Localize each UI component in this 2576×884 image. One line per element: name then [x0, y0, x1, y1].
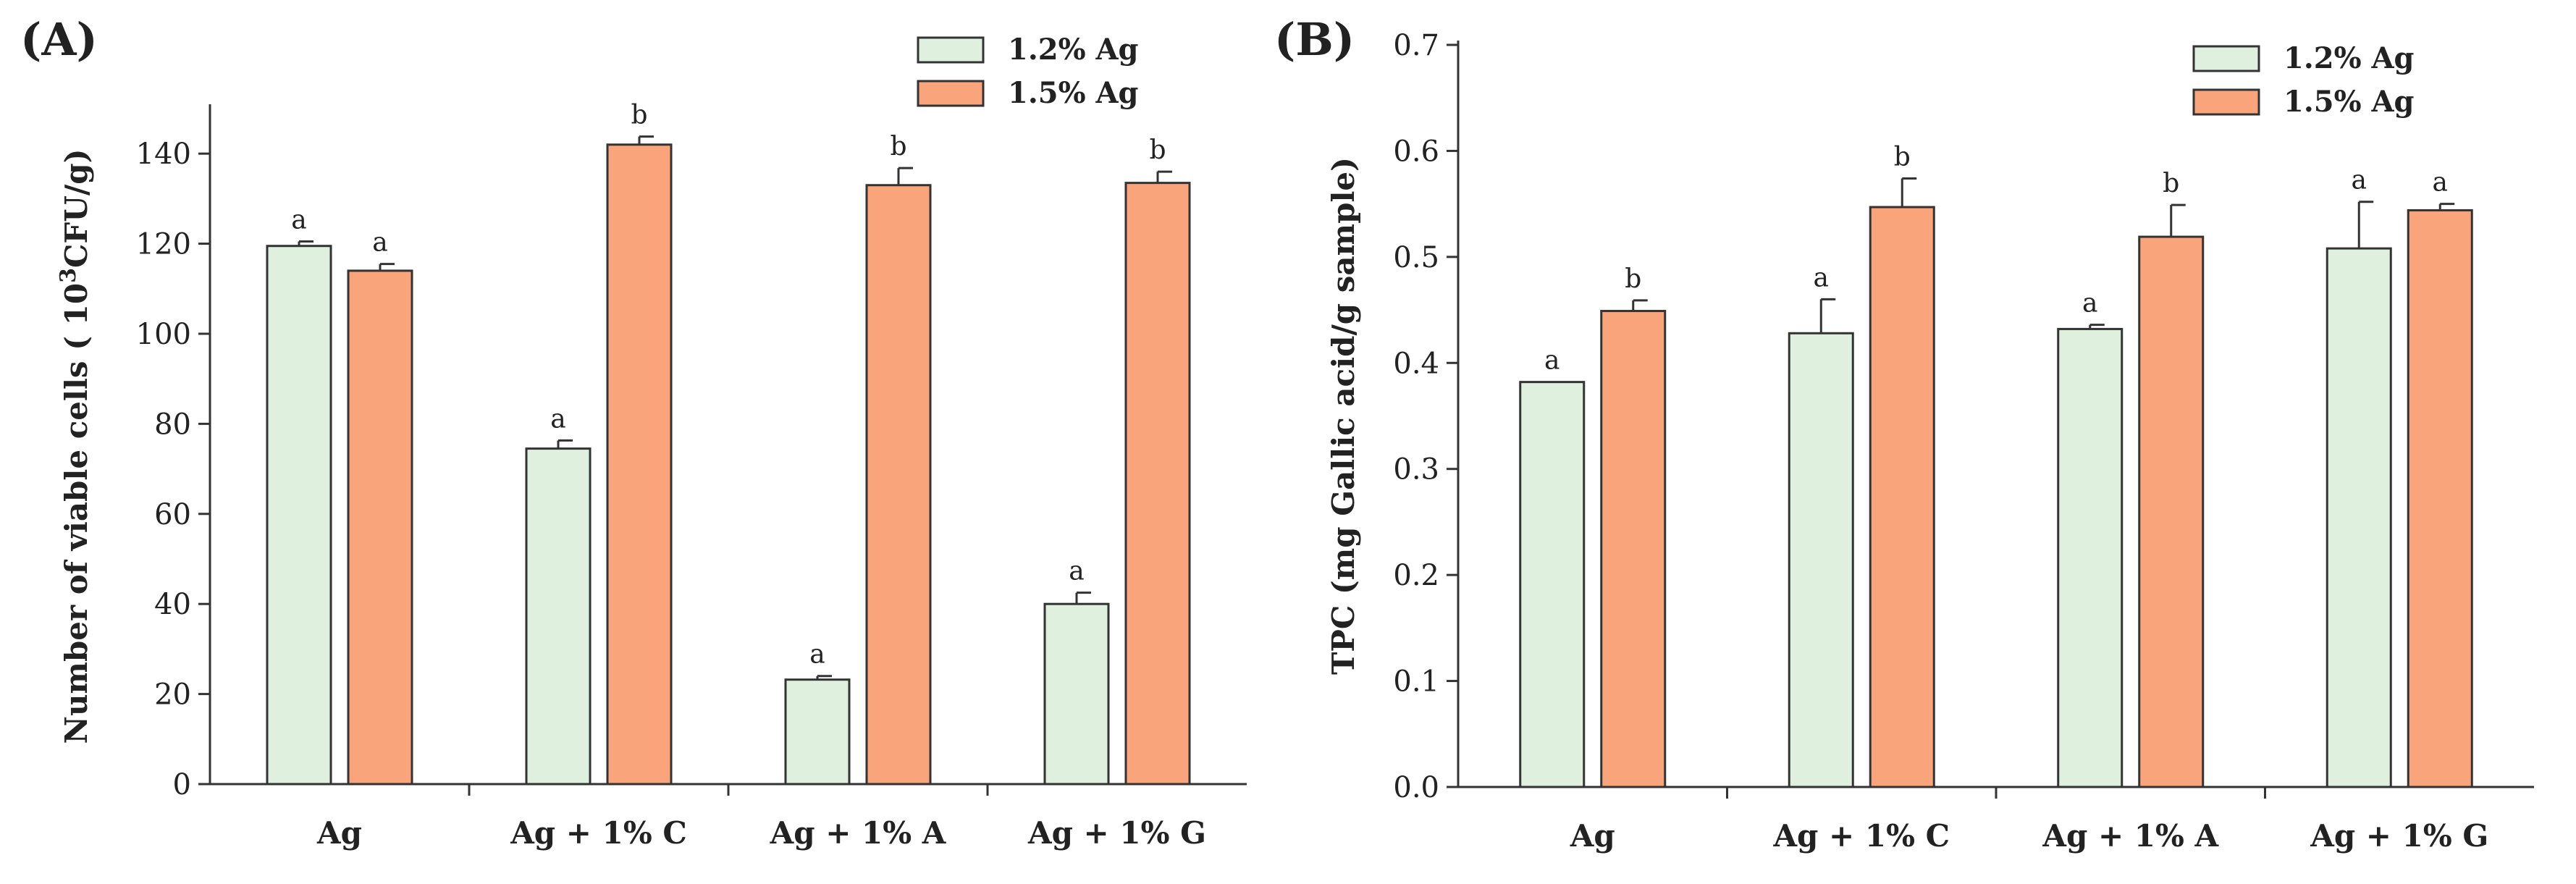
- chart-b-bar: [2057, 327, 2123, 788]
- chart-a-legend-swatch: [917, 80, 985, 107]
- chart-b-significance-letter: a: [2352, 166, 2367, 195]
- chart-panel-a: (A) 0 20 40 60 80 100 120 140 Ag Ag + 1% C Ag + 1%…: [0, 0, 1274, 884]
- chart-a-legend-swatch: [917, 36, 985, 64]
- chart-b-ytick-label: 0.5: [1393, 241, 1439, 274]
- chart-b-significance-letter: b: [1894, 143, 1911, 172]
- chart-a-y-axis-label: Number of viable cells ( 103CFU/g): [56, 149, 94, 744]
- chart-a-legend-label: 1.2% Ag: [1008, 33, 1139, 67]
- chart-b-ytick-label: 0.6: [1393, 135, 1439, 168]
- chart-b-y-axis-label: TPC (mg Gallic acid/g sample): [1326, 157, 1361, 675]
- chart-a-ytick-label: 120: [136, 228, 191, 261]
- chart-a-significance-letter: b: [1149, 135, 1166, 165]
- panel-b-label: (B): [1274, 13, 1355, 66]
- chart-b-bar: [2325, 247, 2392, 788]
- chart-a-legend-label: 1.5% Ag: [1008, 76, 1139, 110]
- chart-b-legend-label: 1.5% Ag: [2284, 85, 2415, 119]
- chart-a-ytick-label: 40: [154, 588, 191, 621]
- chart-a-significance-letter: a: [1069, 557, 1084, 586]
- chart-b-significance-letter: a: [1814, 263, 1829, 292]
- chart-panel-b: (B) 0.0 0.1 0.2 0.3 0.4 0.5 0.6 0.7 Ag Ag + 1% C A…: [1274, 0, 2576, 884]
- chart-a-svg: 0 20 40 60 80 100 120 140 Ag Ag + 1% C Ag + 1% A Ag…: [56, 33, 1247, 851]
- chart-b-significance-letter: b: [1625, 264, 1641, 294]
- chart-a-bar: [606, 143, 673, 786]
- chart-a-y-label-superscript: 3: [56, 268, 81, 283]
- panel-a-label: (A): [20, 13, 98, 66]
- chart-a-significance-letter: b: [890, 132, 906, 161]
- chart-a-significance-letter: a: [550, 404, 565, 434]
- chart-a-ytick-label: 0: [173, 768, 191, 801]
- chart-b-ytick-label: 0.7: [1393, 29, 1439, 62]
- chart-a-y-label-main: Number of viable cells ( 10: [59, 283, 94, 744]
- chart-a-significance-letter: b: [631, 101, 647, 130]
- chart-a-bar: [525, 447, 592, 786]
- chart-a-bar: [865, 184, 932, 786]
- chart-a-category-label: Ag + 1% A: [770, 815, 947, 851]
- chart-b-significance-letter: b: [2163, 169, 2179, 198]
- chart-a-category-label: Ag + 1% C: [510, 815, 687, 851]
- chart-b-ytick-label: 0.1: [1393, 665, 1439, 699]
- chart-a-bar: [266, 245, 332, 786]
- chart-a-bar: [347, 269, 413, 786]
- chart-b-bar: [1788, 332, 1854, 788]
- chart-b-svg: 0.0 0.1 0.2 0.3 0.4 0.5 0.6 0.7 Ag Ag + 1% C Ag + …: [1326, 29, 2534, 854]
- chart-a-ytick-label: 140: [136, 138, 191, 171]
- chart-b-category-label: Ag + 1% A: [2042, 818, 2219, 854]
- chart-a-bar: [1124, 182, 1191, 786]
- chart-a-bar: [1043, 602, 1110, 786]
- chart-b-ytick-label: 0.3: [1393, 453, 1439, 487]
- chart-a-category-label: Ag + 1% G: [1027, 815, 1206, 851]
- chart-b-bar: [2407, 209, 2473, 788]
- chart-b-ytick-label: 0.0: [1393, 771, 1439, 804]
- chart-a-category-label: Ag: [316, 815, 362, 851]
- chart-a-bar: [784, 678, 851, 786]
- chart-b-significance-letter: a: [2082, 289, 2097, 319]
- chart-b-category-label: Ag: [1570, 818, 1615, 854]
- chart-b-significance-letter: a: [1544, 346, 1560, 376]
- chart-b-ytick-label: 0.2: [1393, 559, 1439, 592]
- chart-a-ytick-label: 20: [154, 678, 191, 712]
- chart-a-ytick-label: 80: [154, 408, 191, 441]
- chart-b-legend-swatch: [2192, 88, 2260, 116]
- chart-a-significance-letter: a: [291, 205, 306, 235]
- chart-a-significance-letter: a: [372, 228, 387, 258]
- chart-b-significance-letter: a: [2433, 168, 2448, 198]
- chart-b-legend-label: 1.2% Ag: [2284, 41, 2415, 75]
- chart-b-bar: [1519, 381, 1586, 788]
- chart-b-category-label: Ag + 1% G: [2310, 818, 2488, 854]
- chart-a-ytick-label: 100: [136, 318, 191, 351]
- chart-b-ytick-label: 0.4: [1393, 347, 1439, 380]
- chart-b-category-label: Ag + 1% C: [1772, 818, 1950, 854]
- chart-a-y-label-unit: CFU/g): [59, 149, 94, 268]
- chart-b-legend-swatch: [2192, 45, 2260, 72]
- chart-a-ytick-label: 60: [154, 498, 191, 531]
- chart-b-bar: [2138, 235, 2205, 788]
- chart-b-bar: [1869, 206, 1935, 788]
- chart-a-significance-letter: a: [809, 640, 825, 670]
- chart-b-bar: [1600, 310, 1667, 788]
